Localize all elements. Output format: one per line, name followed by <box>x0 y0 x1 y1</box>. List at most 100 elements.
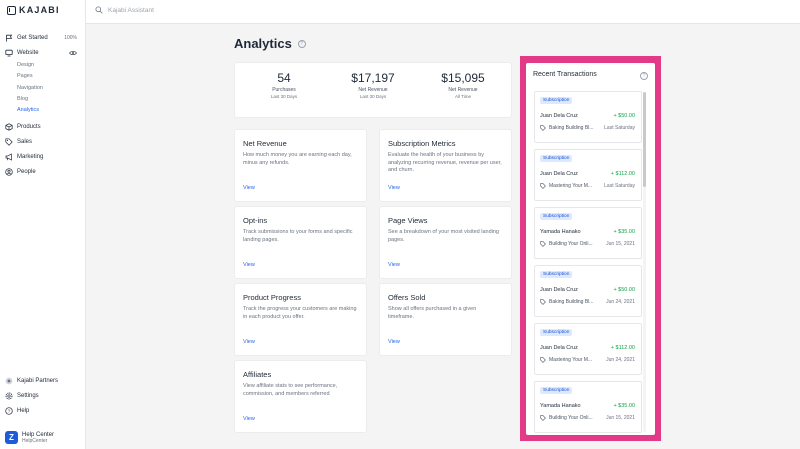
flag-icon <box>5 34 13 42</box>
card-description: Track submissions to your forms and spec… <box>243 229 353 243</box>
card-description: See a breakdown of your most visited lan… <box>388 229 499 243</box>
sidebar-item-get-started[interactable]: Get Started <box>5 33 48 43</box>
view-link[interactable]: View <box>243 416 255 422</box>
transaction-amount: + $35.00 <box>613 403 635 409</box>
question-icon[interactable]: ? <box>640 72 648 80</box>
transaction-item[interactable]: Subscription Yamada Hanako + $35.00 Buil… <box>534 207 642 259</box>
megaphone-icon <box>5 153 13 161</box>
help-center-subtitle: HelpCenter <box>22 437 48 444</box>
search-input[interactable]: Kajabi Assistant <box>108 6 154 14</box>
view-link[interactable]: View <box>388 339 400 345</box>
transaction-date: Last Saturday <box>604 183 635 189</box>
page-title-text: Analytics <box>234 36 292 51</box>
product-name: Mastering Your M... <box>549 357 593 363</box>
stat-value: $15,095 <box>441 71 485 85</box>
card-description: Evaluate the health of your business by … <box>388 152 502 173</box>
stat-purchases: 54 Purchases Last 30 Days <box>249 71 319 99</box>
tag-icon <box>540 357 546 363</box>
report-card-page-views[interactable]: Page Views See a breakdown of your most … <box>379 206 512 279</box>
card-title: Affiliates <box>243 370 272 379</box>
sidebar-item-website[interactable]: Website <box>5 48 39 58</box>
sidebar-item-products[interactable]: Products <box>5 122 41 132</box>
transaction-item[interactable]: Subscription Juan Dela Cruz + $50.00 Bak… <box>534 91 642 143</box>
page-title: Analytics ? <box>234 36 306 51</box>
transaction-date: Last Saturday <box>604 125 635 131</box>
sidebar-sub-navigation[interactable]: Navigation <box>17 85 43 91</box>
stat-value: 54 <box>277 71 291 85</box>
svg-text:?: ? <box>8 409 11 414</box>
transaction-date: Jun 15, 2021 <box>606 415 635 421</box>
sidebar-item-people[interactable]: People <box>5 167 36 177</box>
report-card-affiliates[interactable]: Affiliates View affiliate stats to see p… <box>234 360 367 433</box>
sidebar-item-label: Sales <box>17 139 33 145</box>
subscription-badge: Subscription <box>540 155 573 162</box>
view-link[interactable]: View <box>243 262 255 268</box>
sidebar-item-sales[interactable]: Sales <box>5 137 32 147</box>
sidebar-item-label: Products <box>17 124 41 130</box>
sidebar-item-kajabi-partners[interactable]: Kajabi Partners <box>5 376 58 386</box>
report-card-opt-ins[interactable]: Opt-ins Track submissions to your forms … <box>234 206 367 279</box>
sidebar-item-label: Website <box>17 50 39 56</box>
gear-icon <box>5 392 13 400</box>
panel-title: Recent Transactions <box>533 71 597 78</box>
customer-name: Yamada Hanako <box>540 403 581 409</box>
transaction-item[interactable]: Subscription Juan Dela Cruz + $50.00 Bak… <box>534 265 642 317</box>
transaction-product: Mastering Your M... <box>540 357 592 363</box>
eye-icon[interactable] <box>69 50 77 56</box>
transactions-list[interactable]: Subscription Juan Dela Cruz + $50.00 Bak… <box>534 91 642 435</box>
scrollbar-track[interactable] <box>643 92 646 432</box>
customer-name: Yamada Hanako <box>540 229 581 235</box>
sidebar-item-settings[interactable]: Settings <box>5 391 39 401</box>
transaction-item[interactable]: Subscription Yamada Hanako + $35.00 Buil… <box>534 381 642 433</box>
transaction-product: Baking Building Bl... <box>540 125 593 131</box>
transaction-product: Mastering Your M... <box>540 183 592 189</box>
subscription-badge: Subscription <box>540 271 573 278</box>
help-center-logo-icon: Z <box>5 431 18 444</box>
product-name: Baking Building Bl... <box>549 299 594 305</box>
customer-name: Juan Dela Cruz <box>540 345 578 351</box>
card-title: Page Views <box>388 216 428 225</box>
sidebar-sub-analytics[interactable]: Analytics <box>17 107 40 113</box>
scrollbar-thumb[interactable] <box>643 92 646 187</box>
help-center-title: Help Center <box>22 431 55 438</box>
sidebar-sub-blog[interactable]: Blog <box>17 96 29 102</box>
tag-icon <box>540 183 546 189</box>
sidebar-item-help[interactable]: ? Help <box>5 406 29 416</box>
stat-label: Net Revenue <box>358 87 388 93</box>
person-icon <box>5 168 13 176</box>
view-link[interactable]: View <box>243 185 255 191</box>
transaction-date: Jun 24, 2021 <box>606 357 635 363</box>
report-card-product-progress[interactable]: Product Progress Track the progress your… <box>234 283 367 356</box>
tag-icon <box>540 241 546 247</box>
subscription-badge: Subscription <box>540 329 573 336</box>
card-title: Product Progress <box>243 293 301 302</box>
sidebar-item-label: Help <box>17 408 30 414</box>
tag-icon <box>5 138 13 146</box>
sidebar-sub-pages[interactable]: Pages <box>17 73 33 79</box>
transaction-item[interactable]: Subscription Juan Dela Cruz + $112.00 Ma… <box>534 323 642 375</box>
monitor-icon <box>5 49 13 57</box>
report-card-subscription-metrics[interactable]: Subscription Metrics Evaluate the health… <box>379 129 512 202</box>
sidebar-item-label: Marketing <box>17 154 44 160</box>
stat-value: $17,197 <box>351 71 395 85</box>
view-link[interactable]: View <box>388 185 400 191</box>
stat-period: Last 30 Days <box>270 94 298 99</box>
search-bar[interactable]: Kajabi Assistant <box>95 6 154 14</box>
help-center-widget[interactable]: Z Help Center HelpCenter <box>5 431 54 444</box>
customer-name: Juan Dela Cruz <box>540 113 578 119</box>
card-description: View affiliate stats to see performance,… <box>243 383 338 397</box>
products-icon <box>5 123 13 131</box>
tag-icon <box>540 299 546 305</box>
view-link[interactable]: View <box>388 262 400 268</box>
transaction-amount: + $112.00 <box>610 171 635 177</box>
sidebar-item-marketing[interactable]: Marketing <box>5 152 43 162</box>
sidebar-sub-design[interactable]: Design <box>17 62 35 68</box>
sidebar-item-label: People <box>17 169 36 175</box>
question-icon[interactable]: ? <box>297 39 306 48</box>
report-card-net-revenue[interactable]: Net Revenue How much money you are earni… <box>234 129 367 202</box>
report-card-offers-sold[interactable]: Offers Sold Show all offers purchased in… <box>379 283 512 356</box>
view-link[interactable]: View <box>243 339 255 345</box>
transaction-item[interactable]: Subscription Juan Dela Cruz + $112.00 Ma… <box>534 149 642 201</box>
kajabi-logo[interactable]: KAJABI <box>7 5 60 15</box>
recent-transactions-panel: Recent Transactions ? Subscription Juan … <box>526 63 655 435</box>
